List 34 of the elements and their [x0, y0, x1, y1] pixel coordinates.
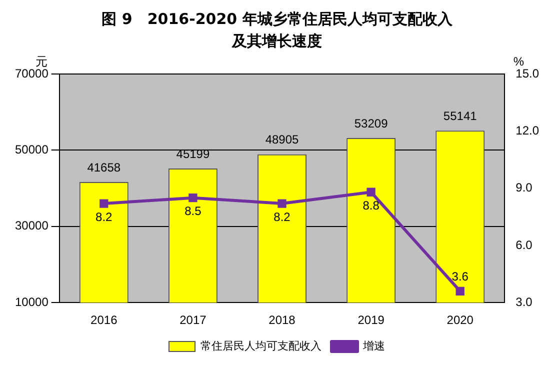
- legend-label: 常住居民人均可支配收入: [200, 340, 322, 353]
- chart-subtitle: 及其增长速度: [230, 31, 323, 52]
- y2-tick-label: 3.0: [516, 294, 533, 309]
- x-tick-label: 2018: [268, 313, 296, 328]
- x-tick-label: 2016: [90, 313, 118, 328]
- y-tick-label: 50000: [14, 142, 49, 157]
- x-tick-label: 2019: [358, 313, 385, 328]
- y2-tick-label: 9.0: [516, 180, 533, 195]
- point: [278, 199, 286, 208]
- point: [366, 188, 376, 196]
- x-tick-label: 2017: [180, 313, 207, 328]
- data-label: 8.5: [184, 204, 202, 218]
- y-tick-label: 70000: [14, 66, 49, 80]
- data-label: 8.2: [96, 210, 113, 224]
- point: [100, 199, 108, 208]
- point: [456, 286, 464, 296]
- y2-axis-title: %: [513, 54, 524, 68]
- chart-title: 图 9 2016-2020 年城乡常住居民人均可支配收入: [100, 9, 454, 30]
- data-label: 53209: [354, 116, 388, 130]
- y2-tick-label: 15.0: [516, 66, 540, 80]
- data-label: 55141: [443, 108, 478, 123]
- y-axis-title: 元: [35, 54, 48, 68]
- y-tick-label: 10000: [14, 294, 49, 309]
- point: [188, 193, 198, 202]
- y-tick-label: 30000: [14, 218, 49, 233]
- data-label: 8.2: [274, 210, 291, 224]
- data-label: 8.8: [362, 198, 380, 212]
- x-tick-label: 2020: [446, 313, 474, 328]
- data-label: 48905: [265, 132, 300, 147]
- data-label: 3.6: [452, 269, 469, 284]
- legend-label: 增速: [362, 340, 385, 353]
- data-label: 41658: [87, 160, 121, 174]
- y2-tick-label: 12.0: [516, 123, 540, 138]
- y2-tick-label: 6.0: [516, 238, 533, 252]
